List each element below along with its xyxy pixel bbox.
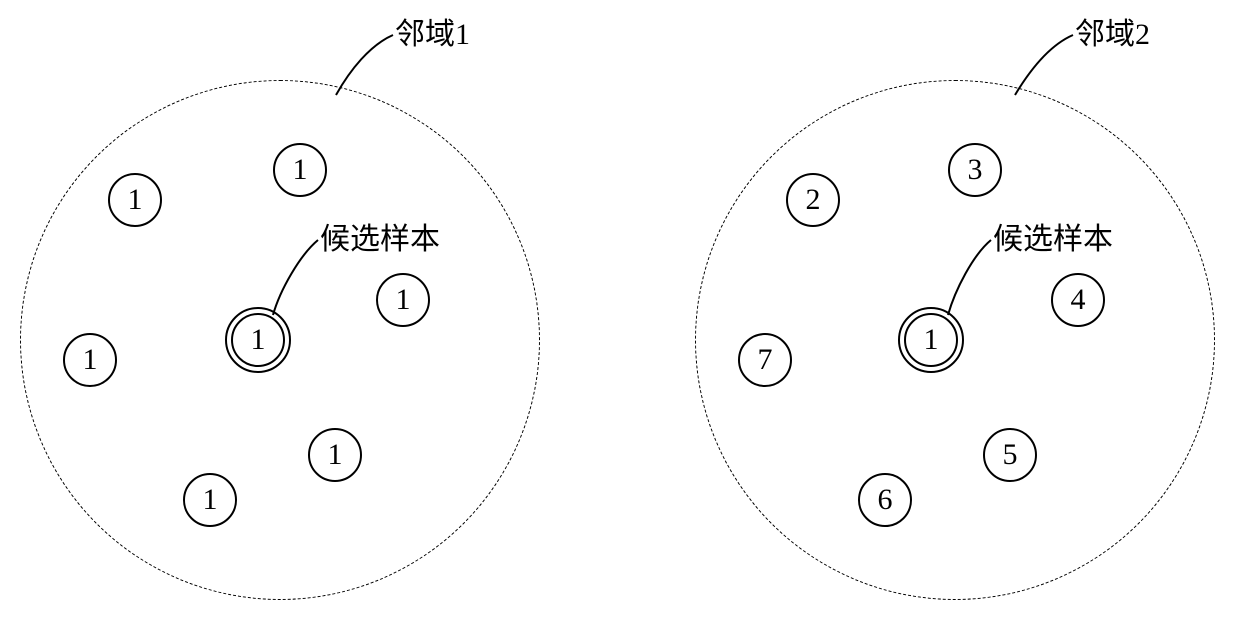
domain1-node-2: 1 bbox=[376, 273, 430, 327]
domain2-candidate-label: 候选样本 bbox=[993, 225, 1113, 255]
domain1-node-1: 1 bbox=[273, 143, 327, 197]
domain1-node-5: 1 bbox=[183, 473, 237, 527]
domain2-node-2: 4 bbox=[1051, 273, 1105, 327]
domain1-candidate-label: 候选样本 bbox=[320, 225, 440, 255]
domain1-node-0: 1 bbox=[108, 173, 162, 227]
diagram-stage: 邻域1 候选样本 1 1 1 1 1 1 1 邻域2 候选样本 1 2 3 4 7 5 6 bbox=[0, 0, 1240, 633]
domain1-label: 邻域1 bbox=[395, 20, 470, 50]
domain2-node-1: 3 bbox=[948, 143, 1002, 197]
domain2-node-0: 2 bbox=[786, 173, 840, 227]
domain2-node-3: 7 bbox=[738, 333, 792, 387]
domain2-label: 邻域2 bbox=[1075, 20, 1150, 50]
domain1-node-3: 1 bbox=[63, 333, 117, 387]
domain2-candidate-inner: 1 bbox=[904, 313, 958, 367]
domain2-node-4: 5 bbox=[983, 428, 1037, 482]
domain1-node-4: 1 bbox=[308, 428, 362, 482]
domain2-node-5: 6 bbox=[858, 473, 912, 527]
domain1-candidate-inner: 1 bbox=[231, 313, 285, 367]
